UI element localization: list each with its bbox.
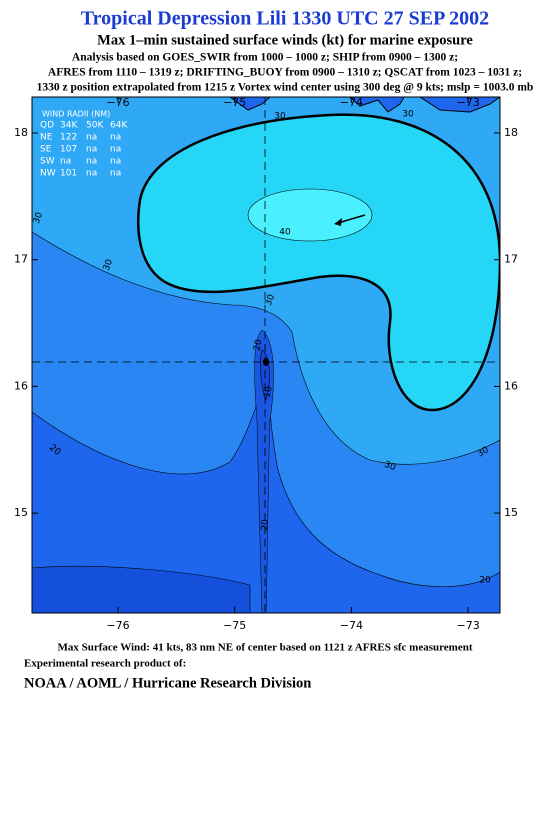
lat-tick-label: 15: [14, 506, 28, 519]
lon-tick-label: −76: [106, 619, 129, 632]
radii-cell: na: [86, 133, 97, 143]
contour-label: 30: [383, 460, 397, 473]
lon-tick-label: −75: [223, 619, 246, 632]
lon-tick-label: −73: [456, 619, 479, 632]
analysis-line: Analysis based on GOES_SWIR from 1000 – …: [72, 52, 458, 64]
lat-tick-label: 18: [504, 126, 518, 139]
radii-header: 34K: [60, 121, 78, 131]
contour-label: 40: [279, 228, 291, 238]
radii-title: WIND RADII (NM): [42, 110, 110, 119]
analysis-line: 1330 z position extrapolated from 1215 z…: [37, 82, 534, 94]
radii-cell: 122: [60, 133, 77, 143]
radii-cell: 107: [60, 145, 77, 155]
contour-label: 10: [263, 385, 275, 398]
radii-cell: na: [110, 145, 121, 155]
radii-cell: 101: [60, 169, 77, 179]
contour-label: 20: [479, 576, 491, 586]
lat-tick-label: 16: [14, 379, 28, 392]
lat-tick-label: 16: [504, 379, 518, 392]
contours: [32, 97, 500, 613]
max-wind: Max Surface Wind: 41 kts, 83 nm NE of ce…: [57, 642, 472, 654]
radii-header: 64K: [110, 121, 128, 131]
radii-cell: na: [86, 145, 97, 155]
radii-cell: na: [86, 169, 97, 179]
product: Experimental research product of:: [24, 658, 186, 670]
radii-cell: SE: [40, 145, 52, 155]
subtitle: Max 1–min sustained surface winds (kt) f…: [97, 32, 473, 48]
contour-label: 20: [253, 338, 265, 351]
radii-header: 50K: [86, 121, 104, 131]
radii-cell: na: [110, 157, 121, 167]
radii-cell: na: [86, 157, 97, 167]
contour-label: 30: [402, 110, 414, 120]
title: Tropical Depression Lili 1330 UTC 27 SEP…: [81, 8, 489, 30]
lat-tick-label: 18: [14, 126, 28, 139]
analysis-line: AFRES from 1110 – 1319 z; DRIFTING_BUOY …: [48, 67, 522, 79]
lat-tick-label: 17: [14, 253, 28, 266]
radii-cell: na: [60, 157, 71, 167]
org: NOAA / AOML / Hurricane Research Divisio…: [24, 675, 311, 691]
lat-tick-label: 17: [504, 253, 518, 266]
radii-cell: na: [110, 133, 121, 143]
contour-label: 20: [260, 519, 271, 532]
radii-cell: na: [110, 169, 121, 179]
lat-tick-label: 15: [504, 506, 518, 519]
lon-tick-label: −74: [340, 619, 363, 632]
contour-label: 30: [32, 211, 45, 225]
contour-label: 30: [102, 258, 115, 272]
contour-label: 30: [264, 293, 277, 307]
radii-cell: NE: [40, 133, 53, 143]
radii-header: QD: [40, 121, 54, 131]
map-frame: [31, 96, 501, 614]
contour-label: 30: [274, 112, 286, 122]
radii-cell: SW: [40, 157, 55, 167]
radii-cell: NW: [40, 169, 56, 179]
